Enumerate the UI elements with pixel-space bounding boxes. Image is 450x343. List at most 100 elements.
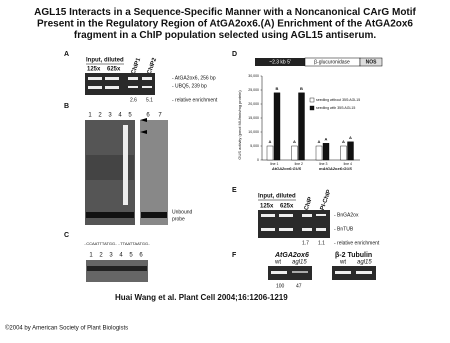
y-tick-label: 10,000 [248,130,259,134]
band-label: - BnTUB [334,226,354,232]
lane-number: 1 [89,253,93,259]
input-label: Input, diluted [258,194,296,200]
bar [273,92,281,161]
panel-label: D [232,51,237,58]
y-tick-label: 30,000 [248,74,259,78]
lane-label: ChIP1 [131,57,143,76]
gel [140,120,168,225]
letter: A [349,135,352,140]
lane-label: ChIP [304,196,314,211]
enrichment: 2.6 [130,97,137,103]
y-tick-label: 0 [257,158,259,162]
lane-label: wt [339,260,346,266]
dilution: 625x [280,204,294,210]
bands [86,125,167,218]
lane-number: 2 [99,253,103,259]
letter: B [276,86,279,91]
gel [268,266,312,280]
bar [322,142,330,161]
legend-swatch [309,105,315,111]
lane-number: 4 [118,113,122,119]
letter: A [269,139,272,144]
construct-label: ~2.3 kb 5' [269,59,291,65]
input-label: Input, diluted [86,58,124,64]
x-tick-label: line 3 [319,162,327,166]
bar [291,145,298,161]
enrichment: 5.1 [146,97,153,103]
sequence: ..TTAATTAATGG.. [118,241,150,246]
gel [332,266,376,280]
y-tick-label: 20,000 [248,102,259,106]
lane-number: 1 [88,113,92,119]
lane-label: ChIP2 [147,57,159,76]
legend-label: seedling without 35S:AGL15 [316,98,360,102]
dilution: 125x [260,204,274,210]
panel-label: B [64,103,69,110]
letter: A [325,136,328,141]
band-label: - UBQ5, 239 bp [172,83,207,89]
bands [271,271,372,274]
group-label: mAtGA2ox6:GUS [319,166,352,171]
group-label: AtGA2ox6:GUS [271,166,302,171]
citation: Huai Wang et al. Plant Cell 2004;16:1206… [115,293,288,302]
enrichment-label: - relative enrichment [334,240,380,246]
x-tick-label: line 2 [295,162,303,166]
promoter [255,58,305,66]
panel-label: F [232,252,237,259]
bar [347,141,354,161]
lane-number: 2 [98,113,102,119]
legend-swatch [309,97,315,103]
lane-label: agl15 [357,260,372,266]
arrowhead [140,118,147,134]
construct-label: β-glucuronidase [314,59,350,65]
bar [340,145,347,161]
letter: A [342,139,345,144]
gel [85,73,155,95]
lane-label: agl15 [292,260,307,266]
dilution: 125x [87,67,101,73]
lane-label: wt [274,260,281,266]
bar [266,145,274,161]
enrichment-label: - relative enrichment [172,97,218,103]
panel-label: E [232,187,237,194]
nos [359,57,383,67]
enrichment: 1.1 [318,240,325,246]
band-label: - BnGA2ox [334,212,359,218]
x-tick-label: line 1 [270,162,278,166]
y-axis-label: GUS activity (pmol MU/min/mg protein) [237,90,242,160]
y-tick-label: 5,000 [250,144,259,148]
bar [298,92,305,161]
expression: 100 [276,283,285,289]
lane-number: 5 [128,113,132,119]
gene: β-2 Tubulin [335,252,372,259]
y-tick-label: 25,000 [248,88,259,92]
sequence: ..CCAATTTATGG.. [84,241,117,246]
bands [88,77,152,89]
bar [315,145,323,161]
expression: 47 [296,283,302,289]
dilution: 625x [107,67,121,73]
construct-label: NOS [366,59,378,65]
lane-number: 5 [129,253,133,259]
letter: A [318,139,321,144]
enrichment: 1.7 [302,240,309,246]
gene: AtGA2ox6 [274,252,309,259]
lane-label: PI-ChIP [320,189,333,211]
lane-number: 7 [158,113,162,119]
y-tick-label: 15,000 [248,116,259,120]
panel-label: A [64,51,69,58]
unbound: probe [172,216,185,222]
x-tick-label: line 4 [344,162,352,166]
letter: B [300,86,303,91]
band-label: - AtGA2ox6, 256 bp [172,75,216,81]
letter: A [293,139,296,144]
lane-number: 4 [119,253,123,259]
lane-number: 6 [146,113,150,119]
unbound: Unbound [172,209,193,215]
footer: ©2004 by American Society of Plant Biolo… [5,325,128,332]
lane-number: 3 [109,253,113,259]
band [87,266,147,271]
bands [261,214,326,231]
lane-number: 6 [139,253,143,259]
